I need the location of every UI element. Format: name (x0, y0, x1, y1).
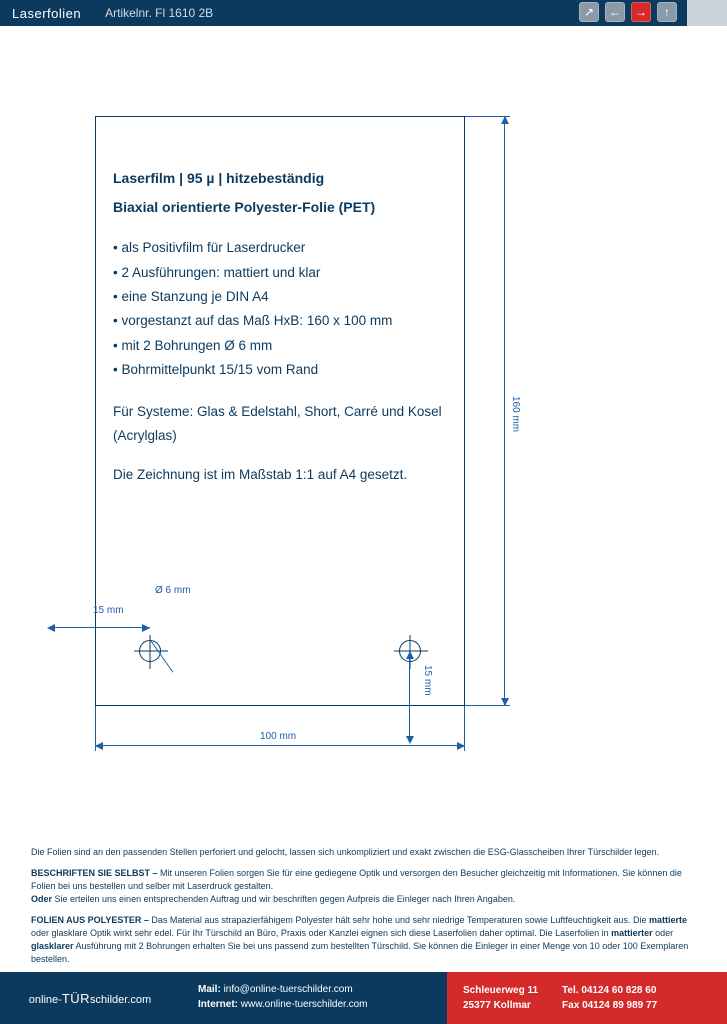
footer-brand: online-TÜRschilder.com (0, 972, 180, 1024)
dim-offset-v-line (409, 651, 410, 706)
spec-text: Laserfilm | 95 µ | hitzebeständig Biaxia… (113, 166, 443, 501)
header-bar: Laserfolien Artikelnr. Fl 1610 2B ↗ ← → … (0, 0, 727, 26)
dim-width-ext-r (464, 706, 465, 751)
desc-p2: BESCHRIFTEN SIE SELBST – Mit unseren Fol… (31, 867, 696, 906)
spec-heading-2: Biaxial orientierte Polyester-Folie (PET… (113, 195, 443, 220)
description-block: Die Folien sind an den passenden Stellen… (31, 846, 696, 974)
dim-height: 160 mm (510, 396, 521, 432)
forward-icon[interactable]: → (631, 2, 651, 22)
arrow-icon (501, 116, 509, 124)
footer-address: Schleuerweg 11 25377 Kollmar Tel. 04124 … (447, 972, 727, 1024)
arrow-icon (95, 742, 103, 750)
up-icon[interactable]: ↑ (657, 2, 677, 22)
desc-p1: Die Folien sind an den passenden Stellen… (31, 846, 696, 859)
spec-para-systems: Für Systeme: Glas & Edelstahl, Short, Ca… (113, 400, 443, 449)
page-title: Laserfolien (12, 6, 81, 21)
arrow-icon (406, 651, 414, 659)
arrow-icon (142, 624, 150, 632)
spec-para-scale: Die Zeichnung ist im Maßstab 1:1 auf A4 … (113, 463, 443, 487)
spec-bullet: 2 Ausführungen: mattiert und klar (113, 261, 443, 285)
arrow-icon (47, 624, 55, 632)
back-icon[interactable]: ← (605, 2, 625, 22)
nav-buttons: ↗ ← → ↑ (579, 2, 677, 22)
dim-height-ext-b (465, 705, 510, 706)
dim-width-line (95, 745, 465, 746)
footer-contact: Mail: info@online-tuerschilder.com Inter… (180, 972, 447, 1024)
spec-heading-1: Laserfilm | 95 µ | hitzebeständig (113, 166, 443, 191)
spec-bullets: als Positivfilm für Laserdrucker 2 Ausfü… (113, 236, 443, 382)
dim-height-line (504, 116, 505, 706)
spec-bullet: vorgestanzt auf das Maß HxB: 160 x 100 m… (113, 309, 443, 333)
page-strip (687, 0, 727, 26)
spec-bullet: eine Stanzung je DIN A4 (113, 285, 443, 309)
dim-offset-v: 15 mm (422, 665, 433, 696)
technical-drawing: Laserfilm | 95 µ | hitzebeständig Biaxia… (95, 116, 465, 706)
dim-height-ext-t (465, 116, 510, 117)
spec-bullet: Bohrmittelpunkt 15/15 vom Rand (113, 358, 443, 382)
dim-width: 100 mm (260, 731, 296, 742)
dim-hole-dia: Ø 6 mm (155, 585, 191, 596)
article-number: Artikelnr. Fl 1610 2B (105, 6, 213, 20)
dim-width-ext-l (95, 706, 96, 751)
dim-offset-v-ext (409, 706, 410, 736)
sheet: Laserfilm | 95 µ | hitzebeständig Biaxia… (15, 26, 712, 972)
desc-p3: FOLIEN AUS POLYESTER – Das Material aus … (31, 914, 696, 966)
dim-offset-h: 15 mm (93, 605, 124, 616)
footer: online-TÜRschilder.com Mail: info@online… (0, 972, 727, 1024)
open-external-icon[interactable]: ↗ (579, 2, 599, 22)
spec-bullet: als Positivfilm für Laserdrucker (113, 236, 443, 260)
arrow-icon (406, 736, 414, 744)
spec-bullet: mit 2 Bohrungen Ø 6 mm (113, 334, 443, 358)
dim-offset-h-ext (55, 627, 95, 628)
